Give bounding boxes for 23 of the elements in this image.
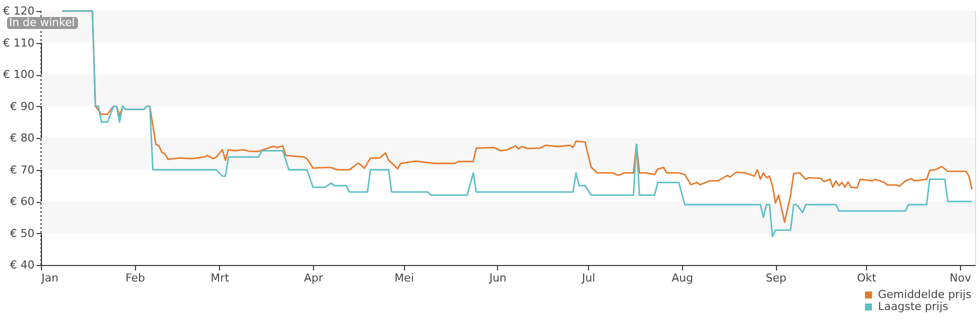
x-tick-label: Mei xyxy=(394,272,414,284)
x-tick-label: Aug xyxy=(672,272,694,284)
x-tick-label: Mrt xyxy=(210,272,230,284)
ref-line-label: In de winkel xyxy=(9,16,75,29)
y-tick-label: € 40 xyxy=(10,258,34,272)
x-tick-label: Feb xyxy=(125,272,145,284)
y-tick-label: € 120 xyxy=(3,4,34,18)
y-tick-label: € 70 xyxy=(10,163,34,176)
x-tick-label: Jun xyxy=(488,272,507,284)
y-tick-label: € 90 xyxy=(10,100,34,113)
x-tick-label: Jul xyxy=(580,272,596,284)
y-tick-label: € 50 xyxy=(10,226,34,240)
x-tick-label: Jan xyxy=(40,272,58,284)
x-tick-label: Nov xyxy=(950,272,972,284)
x-tick-label: Apr xyxy=(304,272,324,284)
x-tick-label: Okt xyxy=(857,272,878,284)
y-tick-label: € 110 xyxy=(3,36,34,50)
y-tick-label: € 80 xyxy=(10,132,34,144)
legend-label: Gemiddelde prijs xyxy=(878,288,972,301)
y-tick-label: € 100 xyxy=(3,68,34,81)
x-tick-label: Sep xyxy=(766,272,786,284)
y-tick-label: € 60 xyxy=(10,195,34,208)
legend-label: Laagste prijs xyxy=(878,300,949,313)
